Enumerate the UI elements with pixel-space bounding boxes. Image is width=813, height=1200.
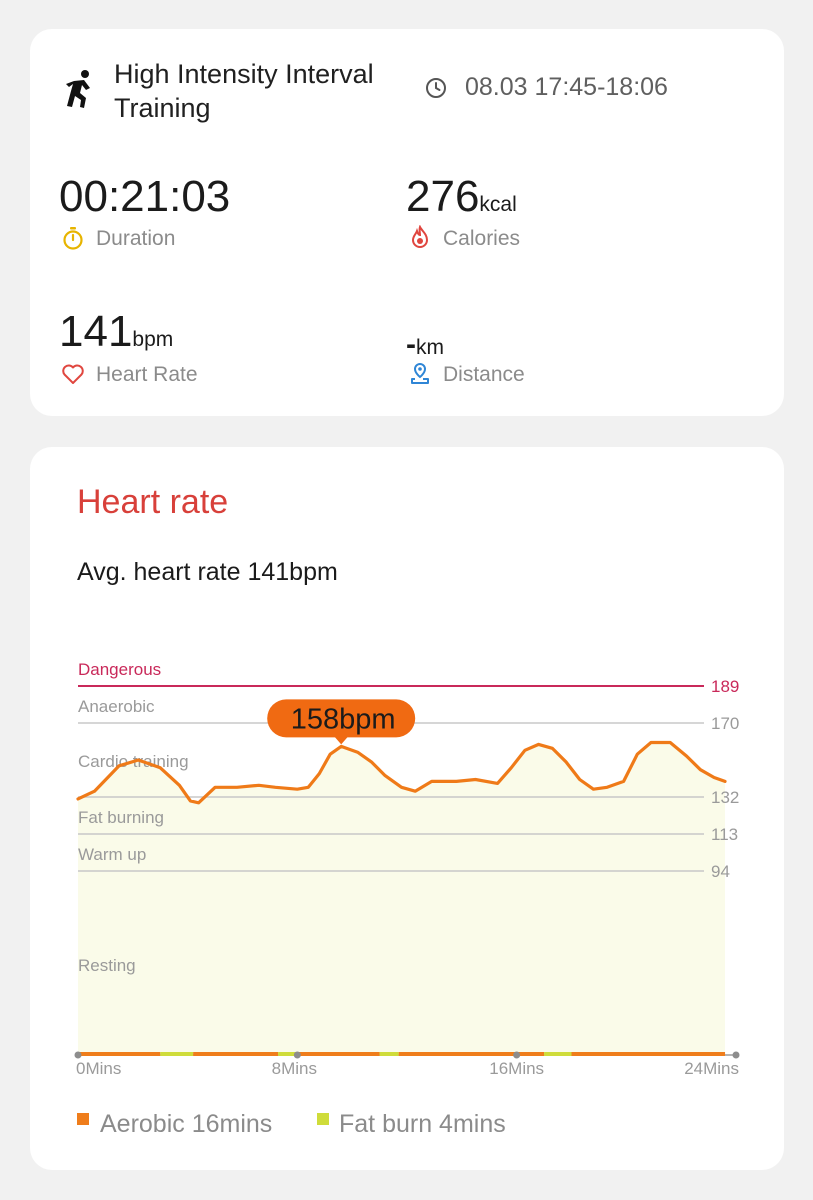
heart-rate-title: Heart rate (77, 483, 229, 521)
legend-swatch-aerobic (77, 1113, 89, 1125)
heart-rate-line (76, 740, 727, 805)
heart-icon (62, 364, 84, 384)
x-tick-dot-2 (513, 1051, 521, 1059)
x-tick-dot-1 (293, 1051, 301, 1059)
zone-label-fat-burning: Fat burning (78, 808, 164, 827)
zone-threshold-warm-up: 113 (711, 825, 738, 844)
duration-value: 00:21:03 (59, 172, 231, 221)
legend-label-aerobic: Aerobic 16mins (100, 1110, 273, 1138)
x-tick-label-2: 16Mins (489, 1059, 544, 1078)
zone-label-anaerobic: Anaerobic (78, 697, 155, 716)
zone-label-dangerous: Dangerous (78, 660, 161, 679)
route-pin-icon (411, 362, 429, 384)
workout-summary-card: High Intensity Interval Training 08.03 1… (30, 29, 784, 416)
zone-threshold-resting: 94 (711, 862, 730, 881)
distance-label: Distance (443, 363, 525, 386)
x-tick-label-1: 8Mins (272, 1059, 317, 1078)
calories-value: 276kcal (406, 172, 517, 221)
tooltip-value: 158bpm (291, 703, 396, 735)
zone-threshold-dangerous: 189 (711, 677, 739, 696)
calories-unit: kcal (479, 193, 517, 216)
x-tick-dot-3 (732, 1051, 740, 1059)
distance-unit: km (416, 336, 444, 359)
workout-time-range: 08.03 17:45-18:06 (465, 73, 668, 101)
x-tick-label-3: 24Mins (684, 1059, 739, 1078)
running-person-icon (66, 70, 90, 108)
legend-label-fat-burn: Fat burn 4mins (339, 1110, 506, 1138)
average-heart-rate-text: Avg. heart rate 141bpm (77, 558, 338, 586)
clock-icon (426, 78, 446, 98)
heart-rate-value: 141bpm (59, 307, 174, 356)
heart-rate-label: Heart Rate (96, 363, 198, 386)
x-tick-label-0: 0Mins (76, 1059, 121, 1078)
heart-rate-unit: bpm (132, 328, 174, 351)
distance-value: -km (406, 328, 444, 361)
zone-label-resting: Resting (78, 956, 136, 975)
tooltip-bubble (267, 699, 416, 738)
zone-threshold-anaerobic: 170 (711, 714, 739, 733)
x-tick-dot-0 (74, 1051, 82, 1059)
flame-icon (411, 225, 429, 248)
workout-type-title: High Intensity Interval Training (114, 59, 374, 123)
stopwatch-icon (63, 227, 83, 250)
zone-label-warm-up: Warm up (78, 845, 146, 864)
heart-rate-card: Heart rate Avg. heart rate 141bpm Danger… (30, 447, 784, 1170)
heart-rate-area-fill (78, 742, 725, 1054)
duration-label: Duration (96, 227, 176, 250)
calories-label: Calories (443, 227, 521, 250)
tooltip-pointer (334, 736, 349, 745)
zone-threshold-fat-burning: 132 (711, 788, 739, 807)
legend-swatch-fat-burn (317, 1113, 329, 1125)
